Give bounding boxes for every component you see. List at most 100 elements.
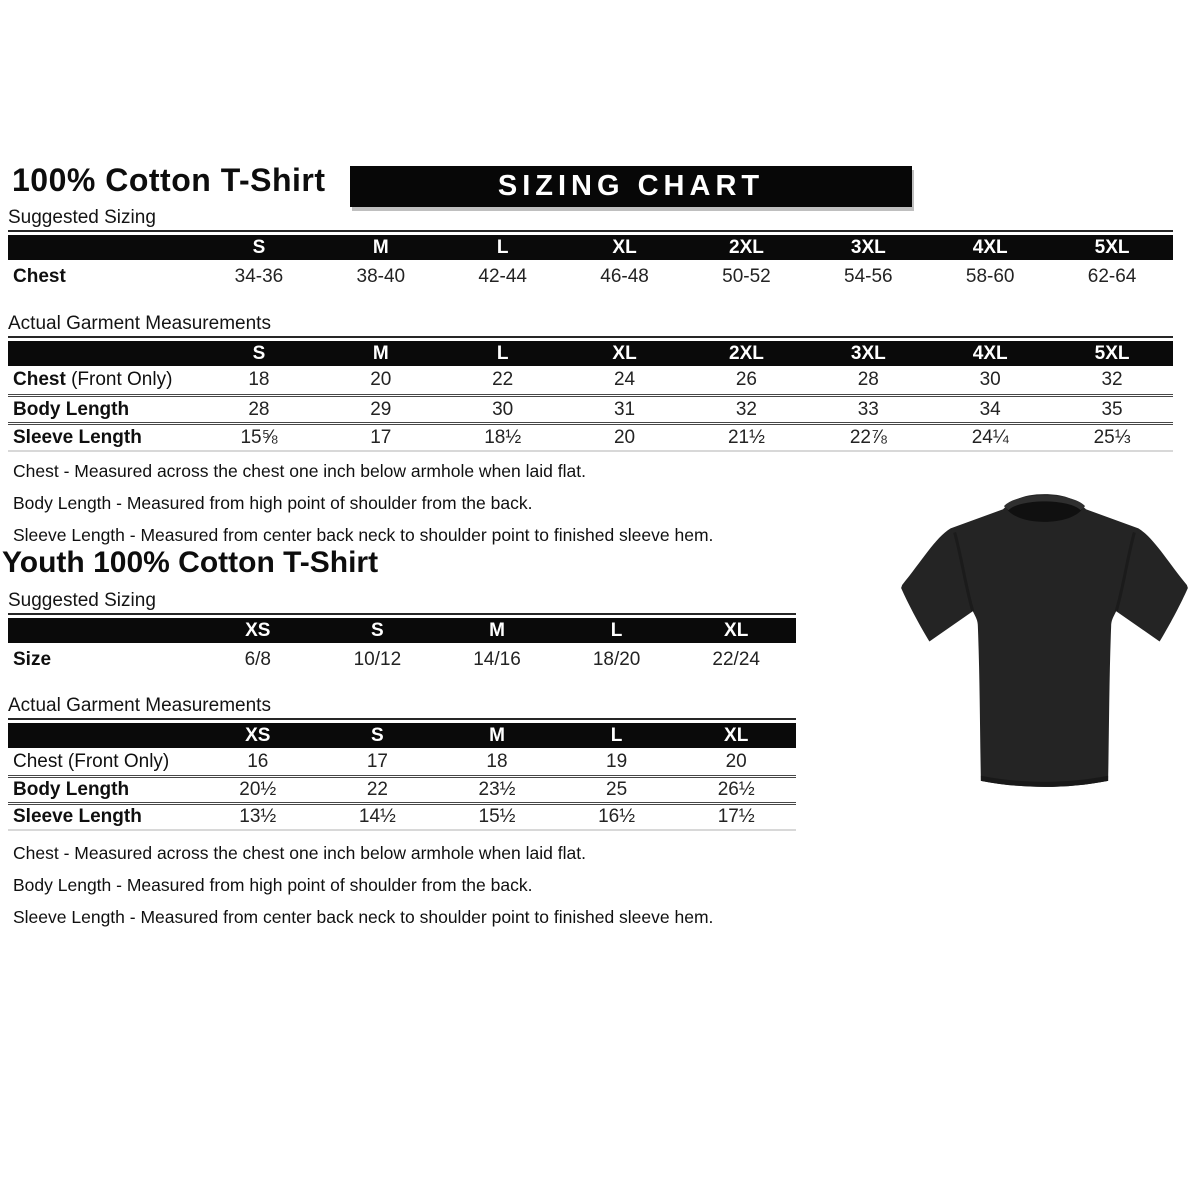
measurement-value: 24 bbox=[613, 369, 636, 390]
size-column-header: XL bbox=[612, 236, 637, 258]
measurement-note: Chest - Measured across the chest one in… bbox=[13, 461, 586, 481]
measurement-value: 17½ bbox=[717, 806, 755, 827]
table-header-row: S M L XL 2XL 3XL 4XL 5XL bbox=[8, 235, 1173, 260]
size-column-header: S bbox=[252, 236, 266, 258]
measurement-value: 26½ bbox=[717, 779, 755, 800]
table-top-rule bbox=[8, 718, 796, 720]
table-row: Chest (Front Only) 16 17 18 19 20 bbox=[8, 748, 796, 775]
size-column-header: 3XL bbox=[850, 236, 886, 258]
measurement-value: 24¼ bbox=[971, 426, 1009, 448]
table-header-row: S M L XL 2XL 3XL 4XL 5XL bbox=[8, 341, 1173, 366]
tshirt-right-sleeve-seam bbox=[1114, 532, 1136, 612]
measurement-value: 20 bbox=[725, 750, 747, 772]
row-label-suffix: (Front Only) bbox=[65, 369, 173, 390]
measurement-value: 6/8 bbox=[244, 649, 271, 670]
row-label: Sleeve Length bbox=[8, 427, 198, 449]
size-column-header: L bbox=[496, 342, 509, 364]
size-column-header: 2XL bbox=[729, 342, 764, 364]
table-row: Size 6/8 10/12 14/16 18/20 22/24 bbox=[8, 643, 796, 677]
size-column-header: XL bbox=[724, 619, 749, 641]
measurement-value: 20 bbox=[613, 426, 636, 448]
table-row: Sleeve Length 13½ 14½ 15½ 16½ 17½ bbox=[8, 802, 796, 829]
table-header-row: XS S M L XL bbox=[8, 723, 796, 748]
measurement-value: 31 bbox=[613, 398, 636, 420]
size-column-header: XS bbox=[245, 724, 271, 746]
measurement-value: 22/24 bbox=[712, 649, 760, 670]
measurement-value: 32 bbox=[1101, 369, 1123, 390]
measurement-value: 19 bbox=[606, 750, 628, 772]
page-title: 100% Cotton T-Shirt bbox=[12, 162, 326, 198]
row-label-text: Body Length bbox=[13, 779, 130, 800]
measurement-value: 29 bbox=[370, 398, 392, 420]
measurement-value: 20 bbox=[370, 369, 392, 390]
measurement-note: Chest - Measured across the chest one in… bbox=[13, 843, 586, 863]
row-label: Body Length bbox=[8, 779, 198, 801]
youth-actual-measurements-label: Actual Garment Measurements bbox=[8, 695, 271, 716]
size-column-header: 2XL bbox=[729, 236, 764, 258]
measurement-value: 18 bbox=[248, 369, 270, 390]
row-label-text: Chest bbox=[13, 266, 66, 287]
measurement-value: 54-56 bbox=[844, 266, 893, 287]
measurement-value: 38-40 bbox=[356, 266, 406, 287]
row-label-text: Body Length bbox=[13, 398, 130, 420]
measurement-value: 18½ bbox=[484, 426, 522, 448]
measurement-value: 10/12 bbox=[353, 649, 402, 670]
measurement-value: 26 bbox=[735, 369, 757, 390]
tshirt-neck-hole bbox=[1006, 498, 1083, 522]
table-row: Body Length 20½ 22 23½ 25 26½ bbox=[8, 775, 796, 802]
measurement-note: Sleeve Length - Measured from center bac… bbox=[13, 907, 714, 927]
size-column-header: XS bbox=[245, 619, 271, 641]
table-row: Sleeve Length 15⅝ 17 18½ 20 21½ 22⅞ 24¼ 25⅓ bbox=[8, 422, 1173, 450]
measurement-value: 46-48 bbox=[600, 266, 649, 287]
measurement-value: 33 bbox=[857, 398, 879, 420]
measurement-value: 18/20 bbox=[592, 649, 641, 670]
measurement-value: 18 bbox=[486, 750, 508, 772]
measurement-value: 28 bbox=[248, 398, 270, 420]
measurement-value: 25⅓ bbox=[1093, 426, 1131, 448]
measurement-value: 30 bbox=[492, 398, 514, 420]
measurement-value: 50-52 bbox=[722, 266, 771, 287]
measurement-note: Body Length - Measured from high point o… bbox=[13, 875, 533, 895]
row-label-text: Sleeve Length bbox=[13, 426, 142, 448]
measurement-value: 35 bbox=[1101, 398, 1123, 420]
table-header-row: XS S M L XL bbox=[8, 618, 796, 643]
size-column-header: 4XL bbox=[972, 342, 1008, 364]
row-label: Sleeve Length bbox=[8, 806, 198, 828]
size-column-header: M bbox=[489, 619, 505, 641]
measurement-note: Body Length - Measured from high point o… bbox=[13, 493, 533, 513]
tshirt-product-image bbox=[893, 487, 1196, 800]
table-row: Chest (Front Only) 18 20 22 24 26 28 30 32 bbox=[8, 366, 1173, 394]
measurement-value: 17 bbox=[366, 750, 388, 772]
size-column-header: L bbox=[496, 236, 509, 258]
tshirt-hem-shadow bbox=[980, 775, 1109, 787]
youth-suggested-sizing-label: Suggested Sizing bbox=[8, 590, 156, 611]
measurement-note: Sleeve Length - Measured from center bac… bbox=[13, 525, 714, 545]
measurement-value: 32 bbox=[735, 398, 757, 420]
row-label: Body Length bbox=[8, 399, 198, 421]
youth-measurement-notes: Chest - Measured across the chest one in… bbox=[13, 843, 713, 939]
tshirt-illustration bbox=[901, 494, 1188, 787]
row-label-text: Sleeve Length bbox=[13, 806, 142, 827]
size-column-header: L bbox=[610, 724, 623, 746]
measurement-value: 15½ bbox=[478, 806, 516, 827]
measurement-value: 30 bbox=[979, 369, 1001, 390]
youth-actual-measurements-table: XS S M L XL Chest (Front Only) 16 17 18 19 20 Body … bbox=[8, 718, 796, 831]
measurement-value: 22⅞ bbox=[849, 426, 887, 448]
row-label: Chest (Front Only) bbox=[8, 751, 198, 773]
measurement-value: 62-64 bbox=[1087, 266, 1137, 287]
size-column-header: 5XL bbox=[1094, 236, 1130, 258]
measurement-value: 28 bbox=[857, 369, 879, 390]
measurement-value: 14½ bbox=[358, 806, 396, 827]
measurement-value: 14/16 bbox=[473, 649, 521, 670]
size-column-header: 4XL bbox=[972, 236, 1008, 258]
measurement-value: 17 bbox=[370, 426, 392, 448]
adult-actual-measurements-table: S M L XL 2XL 3XL 4XL 5XL Chest (Front Only) 18 20 2… bbox=[8, 336, 1173, 452]
table-row: Chest 34-36 38-40 42-44 46-48 50-52 54-56 58-60… bbox=[8, 260, 1173, 294]
size-column-header: S bbox=[371, 724, 384, 746]
measurement-value: 13½ bbox=[239, 806, 277, 827]
adult-suggested-sizing-table: S M L XL 2XL 3XL 4XL 5XL Chest 34-36 38-40 42-44 46-… bbox=[8, 230, 1173, 294]
measurement-value: 20½ bbox=[239, 779, 277, 800]
table-top-rule bbox=[8, 230, 1173, 232]
table-top-rule bbox=[8, 336, 1173, 338]
